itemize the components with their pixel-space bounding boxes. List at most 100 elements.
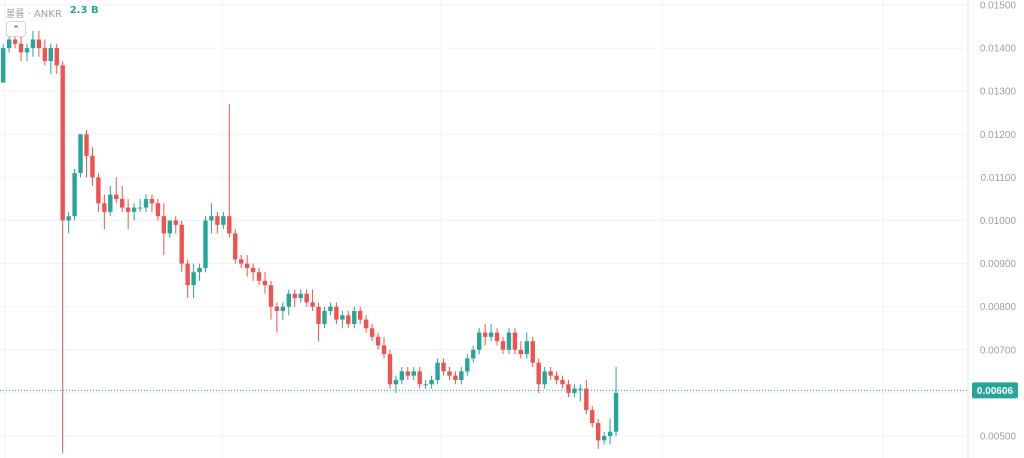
candle-body: [155, 203, 161, 217]
current-price-badge: [972, 382, 1018, 399]
candle-body: [256, 272, 262, 281]
candle-body: [548, 371, 553, 376]
candle-body: [227, 216, 232, 234]
candle-body: [494, 332, 500, 342]
candle-body: [465, 358, 470, 372]
candle-body: [12, 39, 18, 44]
candle-body: [411, 371, 416, 376]
candle-body: [304, 293, 309, 303]
candle-body: [96, 177, 101, 204]
candle-body: [203, 220, 208, 268]
candle-body: [131, 207, 137, 212]
current-price-line: 0.00606: [0, 382, 1018, 399]
candle-body: [524, 341, 529, 355]
candle-body: [233, 233, 238, 260]
candle-body: [18, 43, 24, 53]
collapse-icon[interactable]: ⌃: [6, 21, 26, 37]
candle-body: [572, 388, 577, 393]
candle-body: [84, 134, 89, 156]
candle-body: [191, 272, 196, 286]
candle-body: [441, 362, 446, 372]
candle-body: [512, 332, 518, 350]
current-price-label: 0.00606: [977, 386, 1014, 397]
price-tick-label: 0.00500: [980, 432, 1017, 443]
candle-body: [453, 375, 458, 380]
candle-body: [387, 354, 393, 385]
candle-body: [244, 263, 250, 268]
candle-body: [221, 216, 226, 225]
candle-body: [108, 194, 113, 212]
price-tick-label: 0.01200: [980, 130, 1017, 141]
candle-body: [500, 341, 506, 350]
candle-body: [1, 48, 6, 83]
candle-body: [268, 285, 274, 307]
price-tick-label: 0.00800: [980, 302, 1017, 313]
candle-body: [298, 293, 303, 299]
price-axis[interactable]: 0.01500 0.01400 0.01300 0.01200 0.01100 0.010…: [980, 1, 1017, 443]
candle-body: [369, 328, 375, 337]
candle-body: [66, 216, 71, 221]
candle-body: [292, 293, 297, 299]
candle-body: [578, 388, 583, 390]
candle-body: [435, 362, 440, 380]
candle-body: [506, 332, 512, 350]
candle-body: [310, 302, 315, 307]
candle-body: [78, 134, 83, 174]
candle-body: [30, 39, 36, 49]
candle-body: [363, 319, 369, 329]
candle-body: [358, 311, 363, 320]
price-tick-label: 0.00700: [980, 345, 1017, 356]
candle-body: [316, 306, 321, 324]
candle-body: [209, 216, 214, 221]
candle-body: [137, 207, 143, 209]
candle-body: [120, 198, 125, 208]
price-tick-label: 0.01300: [980, 87, 1017, 98]
candle-body: [280, 306, 286, 312]
candle-body: [447, 371, 452, 376]
candle-body: [340, 315, 345, 320]
candle-body: [488, 332, 494, 337]
candle-body: [417, 371, 422, 385]
legend-volume: 2.3 B: [69, 5, 99, 16]
candle-body: [90, 155, 95, 178]
candle-body: [554, 375, 559, 380]
candle-body: [423, 384, 428, 386]
candle-body: [286, 293, 291, 307]
volume-legend: 볼륨 · ANKR 2.3 B: [6, 5, 99, 20]
candle-body: [405, 371, 410, 376]
candle-body: [60, 65, 65, 221]
price-tick-label: 0.01400: [980, 44, 1017, 55]
candle-body: [613, 392, 619, 432]
candle-body: [482, 332, 488, 337]
candle-body: [590, 410, 595, 424]
candle-body: [102, 203, 107, 212]
price-tick-label: 0.01000: [980, 216, 1017, 227]
candle-body: [274, 306, 280, 312]
grid-lines: [0, 0, 968, 458]
candle-body: [346, 315, 351, 324]
candle-body: [262, 280, 268, 286]
candle-body: [72, 173, 77, 217]
candle-body: [215, 216, 220, 225]
candle-body: [429, 379, 434, 385]
candle-body: [399, 371, 405, 380]
candle-body: [560, 379, 565, 385]
candle-body: [536, 362, 541, 385]
candle-body: [334, 306, 339, 320]
candle-body: [6, 39, 12, 49]
candle-body: [48, 48, 53, 62]
candle-body: [471, 349, 476, 359]
candle-body: [607, 431, 613, 436]
candle-body: [542, 371, 547, 385]
candle-body: [596, 423, 601, 441]
candle-body: [24, 48, 30, 53]
candle-body: [518, 349, 524, 355]
candle-body: [173, 220, 178, 225]
candle-body: [584, 388, 589, 411]
candle-body: [328, 306, 333, 312]
price-tick-label: 0.01100: [981, 173, 1017, 184]
candle-body: [352, 311, 357, 324]
candle-body: [375, 336, 381, 346]
candle-body: [601, 436, 607, 441]
